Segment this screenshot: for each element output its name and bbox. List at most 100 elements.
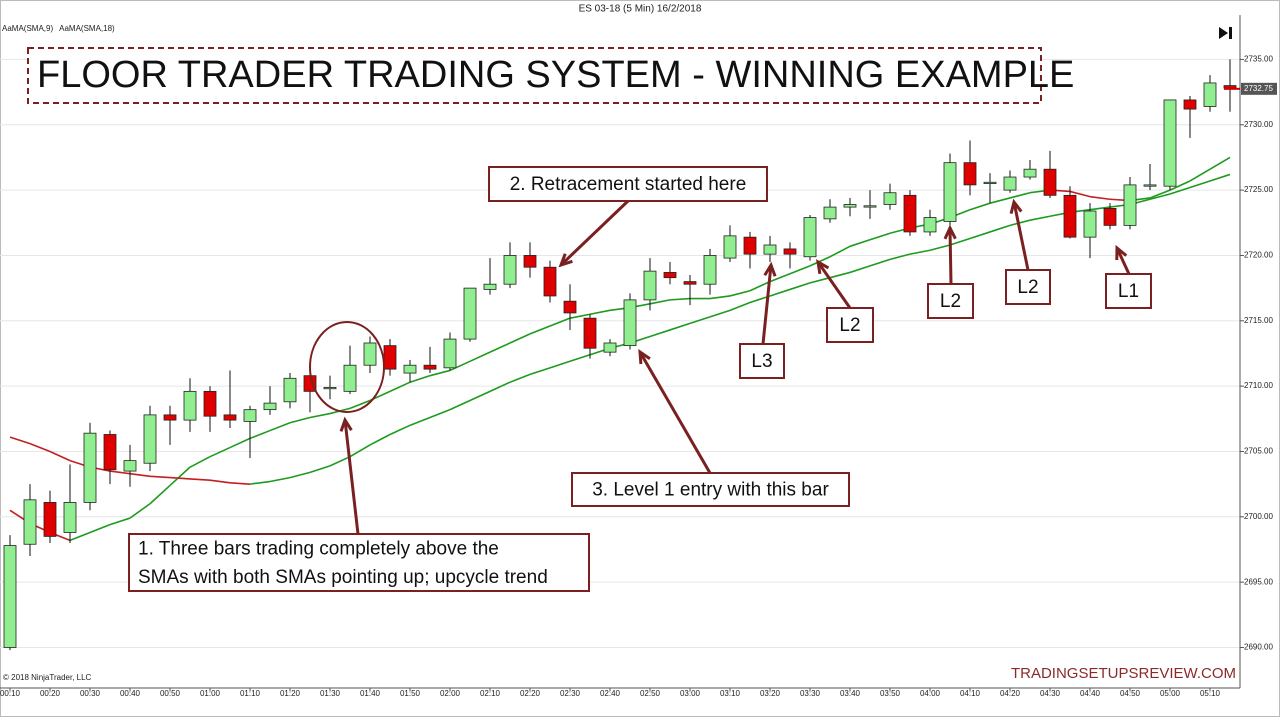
candle-body bbox=[503, 255, 517, 285]
highlight-ellipse bbox=[309, 321, 385, 413]
legend-entry: AaMA(SMA,18) bbox=[59, 24, 115, 33]
ma-segment bbox=[809, 276, 831, 284]
candle-body bbox=[483, 283, 497, 290]
ma-segment bbox=[409, 374, 431, 383]
ma-segment bbox=[309, 412, 331, 419]
ma-segment bbox=[869, 232, 891, 241]
candle-body bbox=[1023, 168, 1037, 178]
y-tick-label: 2700.00 bbox=[1244, 512, 1273, 521]
ma-segment bbox=[649, 329, 671, 338]
chart-title: FLOOR TRADER TRADING SYSTEM - WINNING EX… bbox=[37, 54, 1074, 96]
candle-body bbox=[403, 364, 417, 374]
arrow-head bbox=[816, 259, 830, 275]
last-price-label: 2732.75 bbox=[1244, 84, 1273, 93]
y-tick-label: 2690.00 bbox=[1244, 643, 1273, 652]
candle-body bbox=[423, 364, 437, 370]
annotation-text: L2 bbox=[1017, 277, 1038, 298]
ma-segment bbox=[549, 360, 571, 369]
ma-segment bbox=[69, 531, 91, 542]
ma-segment bbox=[1089, 206, 1111, 211]
ma-segment bbox=[149, 484, 171, 505]
ma-segment bbox=[169, 466, 191, 487]
candle-body bbox=[763, 244, 777, 255]
ma-segment bbox=[749, 280, 771, 292]
ma-segment bbox=[849, 265, 871, 274]
annotation-text: L1 bbox=[1118, 281, 1139, 302]
candle-body bbox=[243, 409, 257, 422]
candle-body bbox=[23, 499, 37, 545]
legend-entry: AaMA(SMA,9) bbox=[2, 24, 53, 33]
arrow-head bbox=[339, 416, 353, 432]
annotation-arrow bbox=[343, 419, 360, 535]
ma-segment bbox=[1209, 173, 1231, 182]
candle-body bbox=[63, 502, 77, 533]
candle-body bbox=[643, 270, 657, 301]
x-tick-label: 00:50 bbox=[160, 689, 181, 698]
annotation-text: 3. Level 1 entry with this bar bbox=[592, 480, 829, 501]
ma-segment bbox=[9, 436, 31, 445]
ma-segment bbox=[1009, 191, 1031, 199]
ma-segment bbox=[269, 476, 291, 483]
annotation-text: SMAs with both SMAs pointing up; upcycle… bbox=[138, 567, 548, 588]
annotations: 1. Three bars trading completely above t… bbox=[128, 166, 1152, 592]
annotation-arrow bbox=[1012, 201, 1030, 271]
candle-body bbox=[443, 338, 457, 369]
x-tick-label: 00:30 bbox=[80, 689, 101, 698]
ma-segment bbox=[169, 476, 191, 480]
ma-segment bbox=[569, 313, 591, 319]
candle-body bbox=[843, 204, 857, 208]
candle-body bbox=[1223, 85, 1237, 89]
ma-segment bbox=[349, 444, 371, 458]
ma-segment bbox=[149, 475, 171, 479]
candle-body bbox=[1163, 99, 1177, 187]
annotation-text: 2. Retracement started here bbox=[510, 174, 747, 195]
ma-segment bbox=[329, 455, 351, 467]
ma-segment bbox=[449, 399, 471, 411]
ma-segment bbox=[769, 288, 791, 297]
candle-body bbox=[943, 162, 957, 222]
ma-segment bbox=[49, 450, 71, 462]
x-tick-label: 03:30 bbox=[800, 689, 821, 698]
x-tick-label: 02:50 bbox=[640, 689, 661, 698]
ma-segment bbox=[489, 381, 511, 393]
ma-segment bbox=[689, 316, 711, 325]
ma-segment bbox=[189, 455, 211, 468]
candle-body bbox=[103, 434, 117, 471]
y-tick-label: 2715.00 bbox=[1244, 316, 1273, 325]
ma-segment bbox=[949, 237, 971, 246]
candle-body bbox=[1043, 168, 1057, 196]
candle-body bbox=[1183, 99, 1197, 110]
candle-body bbox=[263, 402, 277, 411]
play-icon[interactable] bbox=[1219, 27, 1232, 39]
y-tick-label: 2720.00 bbox=[1244, 251, 1273, 260]
last-price-box bbox=[1241, 82, 1277, 95]
candle-body bbox=[323, 387, 337, 390]
copyright: © 2018 NinjaTrader, LLC bbox=[3, 673, 92, 682]
annotation-box bbox=[1105, 273, 1152, 309]
ma-segment bbox=[489, 342, 511, 353]
x-tick-label: 02:00 bbox=[440, 689, 461, 698]
candle-body bbox=[363, 342, 377, 366]
x-tick-label: 05:10 bbox=[1200, 689, 1221, 698]
annotation-arrow bbox=[638, 351, 712, 474]
ma-segment bbox=[869, 258, 891, 267]
candle-body bbox=[383, 345, 397, 370]
ma-segment bbox=[1149, 193, 1171, 201]
play-bar[interactable] bbox=[1229, 27, 1232, 39]
ma-segment bbox=[129, 503, 151, 519]
annotation-box bbox=[1005, 269, 1051, 305]
x-tick-label: 03:50 bbox=[880, 689, 901, 698]
ma-segment bbox=[309, 465, 331, 474]
arrow-head bbox=[558, 253, 573, 268]
moving-averages bbox=[9, 156, 1231, 542]
ma-segment bbox=[789, 282, 811, 291]
play-triangle[interactable] bbox=[1219, 27, 1228, 39]
candle-body bbox=[543, 266, 557, 297]
ma-segment bbox=[1209, 156, 1231, 170]
candle-body bbox=[1103, 208, 1117, 226]
candle-body bbox=[1003, 176, 1017, 191]
candle-body bbox=[343, 364, 357, 392]
x-tick-label: 03:00 bbox=[680, 689, 701, 698]
x-tick-label: 03:20 bbox=[760, 689, 781, 698]
